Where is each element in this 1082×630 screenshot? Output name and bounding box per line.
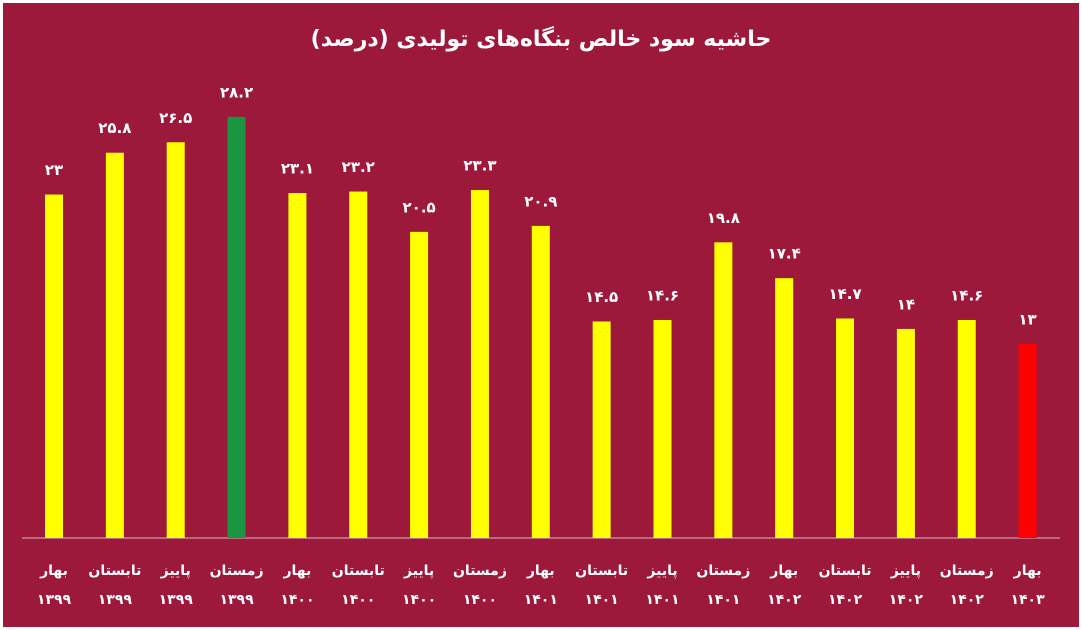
value-label: ۲۳ bbox=[45, 161, 63, 179]
value-label: ۲۵.۸ bbox=[98, 119, 131, 137]
x-tick-label: ۱۴۰۰ bbox=[341, 592, 375, 608]
x-tick-label: زمستان bbox=[453, 563, 507, 579]
x-tick-label: بهار bbox=[526, 563, 555, 579]
x-tick-label: ۱۴۰۲ bbox=[950, 592, 985, 608]
x-tick-label: ۱۴۰۲ bbox=[828, 592, 863, 608]
value-label: ۱۳ bbox=[1018, 310, 1036, 328]
x-tick-label: زمستان bbox=[940, 563, 994, 579]
x-tick-label: ۱۴۰۳ bbox=[1010, 592, 1045, 608]
x-tick-label: ۱۴۰۱ bbox=[524, 592, 558, 608]
x-tick-label: تابستان bbox=[88, 563, 141, 579]
bar bbox=[288, 193, 307, 539]
bar bbox=[410, 231, 429, 538]
x-tick-label: بهار bbox=[282, 563, 311, 579]
value-label: ۲۰.۵ bbox=[403, 198, 436, 216]
chart-title: حاشیه سود خالص بنگاه‌های تولیدی (درصد) bbox=[311, 25, 772, 52]
x-tick-label: ۱۳۹۹ bbox=[219, 592, 254, 608]
value-label: ۱۴ bbox=[897, 295, 915, 313]
x-tick-label: زمستان bbox=[696, 563, 750, 579]
x-tick-label: بهار bbox=[769, 563, 798, 579]
bar bbox=[957, 319, 976, 538]
bar bbox=[227, 116, 246, 538]
bar bbox=[896, 328, 915, 538]
bar bbox=[45, 194, 64, 539]
value-label: ۲۸.۲ bbox=[220, 83, 253, 101]
x-tick-label: پاییز bbox=[160, 563, 191, 579]
value-label: ۱۴.۶ bbox=[950, 286, 983, 304]
x-tick-label: بهار bbox=[39, 563, 68, 579]
value-label: ۲۶.۵ bbox=[159, 109, 192, 127]
x-tick-label: ۱۳۹۹ bbox=[159, 592, 194, 608]
x-tick-label: تابستان bbox=[575, 563, 628, 579]
x-tick-label: ۱۳۹۹ bbox=[98, 592, 133, 608]
x-tick-label: ۱۴۰۲ bbox=[889, 592, 924, 608]
bar bbox=[775, 278, 794, 538]
x-tick-label: ۱۳۹۹ bbox=[37, 592, 72, 608]
x-tick-label: پاییز bbox=[646, 563, 677, 579]
value-label: ۱۹.۸ bbox=[707, 209, 740, 227]
bar bbox=[470, 190, 489, 538]
x-tick-label: ۱۴۰۲ bbox=[767, 592, 802, 608]
x-tick-label: ۱۴۰۰ bbox=[463, 592, 497, 608]
bar bbox=[1018, 343, 1037, 538]
value-label: ۱۴.۷ bbox=[828, 285, 861, 303]
x-tick-label: ۱۴۰۱ bbox=[585, 592, 619, 608]
x-tick-label: تابستان bbox=[819, 563, 872, 579]
bar bbox=[349, 191, 368, 538]
bar bbox=[836, 318, 855, 538]
value-label: ۲۳.۲ bbox=[342, 158, 375, 176]
value-label: ۲۳.۱ bbox=[281, 160, 314, 178]
value-label: ۱۴.۵ bbox=[585, 288, 618, 306]
bar bbox=[531, 225, 550, 539]
bar bbox=[653, 319, 672, 538]
bar bbox=[105, 152, 124, 538]
x-tick-label: ۱۴۰۰ bbox=[280, 592, 314, 608]
bar bbox=[166, 142, 185, 538]
value-label: ۲۰.۹ bbox=[524, 192, 557, 210]
bar bbox=[714, 242, 733, 538]
x-tick-label: پاییز bbox=[890, 563, 921, 579]
value-label: ۱۷.۴ bbox=[768, 245, 801, 263]
x-tick-label: ۱۴۰۰ bbox=[402, 592, 436, 608]
x-tick-label: بهار bbox=[1013, 563, 1042, 579]
x-tick-label: تابستان bbox=[332, 563, 385, 579]
x-tick-label: پاییز bbox=[403, 563, 434, 579]
x-tick-label: ۱۴۰۱ bbox=[706, 592, 740, 608]
value-label: ۲۳.۳ bbox=[463, 157, 496, 175]
x-tick-label: ۱۴۰۱ bbox=[645, 592, 679, 608]
bar bbox=[592, 321, 611, 538]
x-tick-label: زمستان bbox=[210, 563, 264, 579]
value-label: ۱۴.۶ bbox=[646, 286, 679, 304]
